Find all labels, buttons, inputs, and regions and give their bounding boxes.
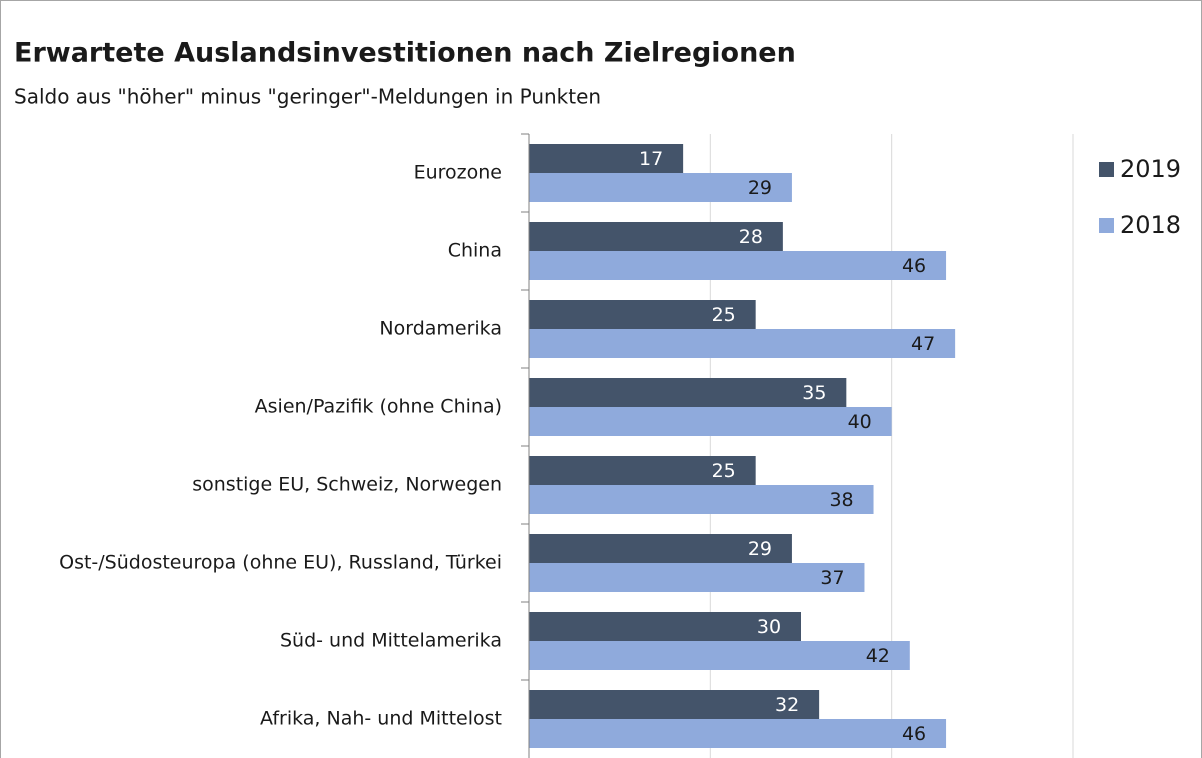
data-label: 25 — [712, 460, 736, 482]
y-tick-label: China — [448, 240, 502, 262]
data-label: 40 — [848, 411, 872, 433]
data-label: 35 — [802, 382, 826, 404]
data-label: 30 — [757, 616, 781, 638]
data-label: 25 — [712, 304, 736, 326]
legend-swatch — [1099, 218, 1114, 233]
y-tick-label: sonstige EU, Schweiz, Norwegen — [192, 474, 502, 496]
bar — [529, 329, 956, 358]
bar — [529, 173, 792, 202]
legend-swatch — [1099, 162, 1114, 177]
data-label: 28 — [739, 226, 763, 248]
bar — [529, 378, 847, 407]
bar — [529, 222, 783, 251]
data-label: 42 — [866, 645, 890, 667]
legend-label: 2018 — [1120, 211, 1181, 239]
bar — [529, 485, 874, 514]
bar — [529, 690, 820, 719]
data-label: 32 — [775, 694, 799, 716]
bar — [529, 719, 947, 748]
data-label: 17 — [639, 148, 663, 170]
chart-title: Erwartete Auslandsinvestitionen nach Zie… — [14, 38, 796, 69]
data-label: 46 — [902, 723, 926, 745]
bar — [529, 407, 892, 436]
data-label: 46 — [902, 255, 926, 277]
data-label: 38 — [829, 489, 853, 511]
data-label: 37 — [820, 567, 844, 589]
y-tick-label: Eurozone — [414, 162, 502, 184]
y-tick-label: Süd- und Mittelamerika — [280, 630, 502, 652]
bar — [529, 300, 756, 329]
y-tick-label: Asien/Pazifik (ohne China) — [255, 396, 502, 418]
y-tick-label: Afrika, Nah- und Mittelost — [260, 708, 502, 730]
bar — [529, 641, 910, 670]
data-label: 29 — [748, 177, 772, 199]
y-tick-label: Nordamerika — [379, 318, 502, 340]
bar — [529, 612, 801, 641]
chart-subtitle: Saldo aus "höher" minus "geringer"-Meldu… — [14, 85, 601, 109]
bar — [529, 144, 684, 173]
y-tick-label: Ost-/Südosteuropa (ohne EU), Russland, T… — [59, 552, 502, 574]
legend-label: 2019 — [1120, 155, 1181, 183]
bar — [529, 251, 947, 280]
bar — [529, 563, 865, 592]
data-label: 47 — [911, 333, 935, 355]
bar — [529, 456, 756, 485]
data-label: 29 — [748, 538, 772, 560]
bar — [529, 534, 792, 563]
